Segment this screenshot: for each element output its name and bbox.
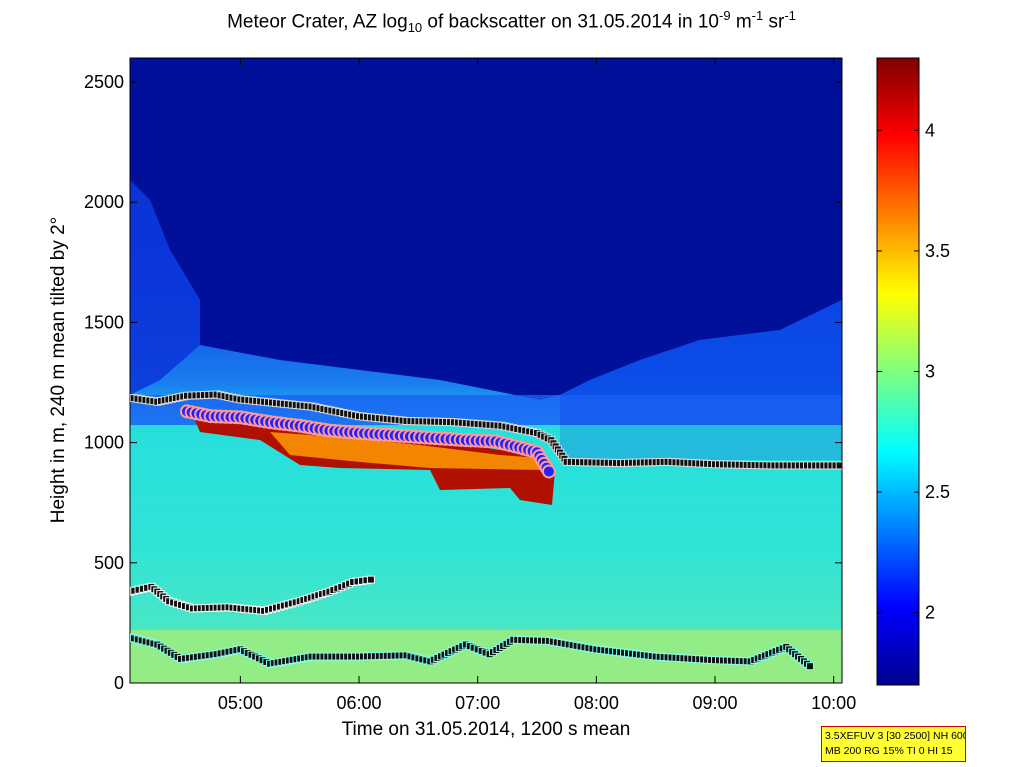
y-tick-label: 2500 [84,72,124,92]
x-tick-label: 08:00 [574,693,619,713]
y-tick-label: 1000 [84,433,124,453]
title-superscript-1: -9 [718,8,731,23]
heatmap-mid-blue [130,180,200,395]
plot-frame [129,57,843,684]
x-tick-label: 05:00 [218,693,263,713]
colorbar-tick-label: 3 [925,362,935,382]
title-superscript-2: -1 [751,8,764,23]
x-axis-label: Time on 31.05.2014, 1200 s mean [342,719,631,740]
title-text-2: of backscatter on 31.05.2014 in 10 [422,11,719,33]
y-axis-label: Height in m, 240 m mean tilted by 2° [48,217,69,523]
stamp-line-2: MB 200 RG 15% TI 0 HI 15 [825,745,953,757]
layer-mid-marker [366,575,375,584]
colorbar-tick-label: 2.5 [925,482,950,502]
layer-top-marker [835,461,842,470]
y-axis: 0 500 1000 1500 2000 2500 [84,72,842,693]
x-axis: 05:00 06:00 07:00 08:00 09:00 10:00 [218,58,856,713]
chart-title: Meteor Crater, AZ log10 of backscatter o… [0,8,1023,35]
y-tick-label: 1500 [84,312,124,332]
colorbar-tick-label: 4 [925,120,935,140]
plot-area [130,58,842,683]
x-tick-label: 07:00 [455,693,500,713]
cloud-base-marker [541,464,556,479]
y-tick-label: 2000 [84,192,124,212]
heatmap-cloud-edge [270,432,540,470]
title-text-1: Meteor Crater, AZ log [227,11,408,33]
colorbar-tick-label: 3.5 [925,241,950,261]
title-subscript: 10 [407,20,423,36]
title-unit-sr: sr [763,11,785,33]
heatmap-free-troposphere [130,58,842,400]
colorbar [876,57,920,686]
title-superscript-3: -1 [784,8,796,23]
x-tick-label: 09:00 [693,693,738,713]
colorbar-tick-label: 2 [925,603,935,623]
y-tick-label: 0 [114,673,124,693]
series-layer [130,390,842,671]
stamp-line-1: 3.5XEFUV 3 [30 2500] NH 600 [825,730,966,742]
settings-stamp: 3.5XEFUV 3 [30 2500] NH 600 MB 200 RG 15… [821,726,966,762]
y-tick-label: 500 [94,553,124,573]
colorbar-ticks: 2 2.5 3 3.5 4 [877,120,950,623]
x-tick-label: 10:00 [811,693,856,713]
x-tick-label: 06:00 [337,693,382,713]
title-unit-m: m [730,11,752,33]
layer-low-marker [805,662,814,671]
